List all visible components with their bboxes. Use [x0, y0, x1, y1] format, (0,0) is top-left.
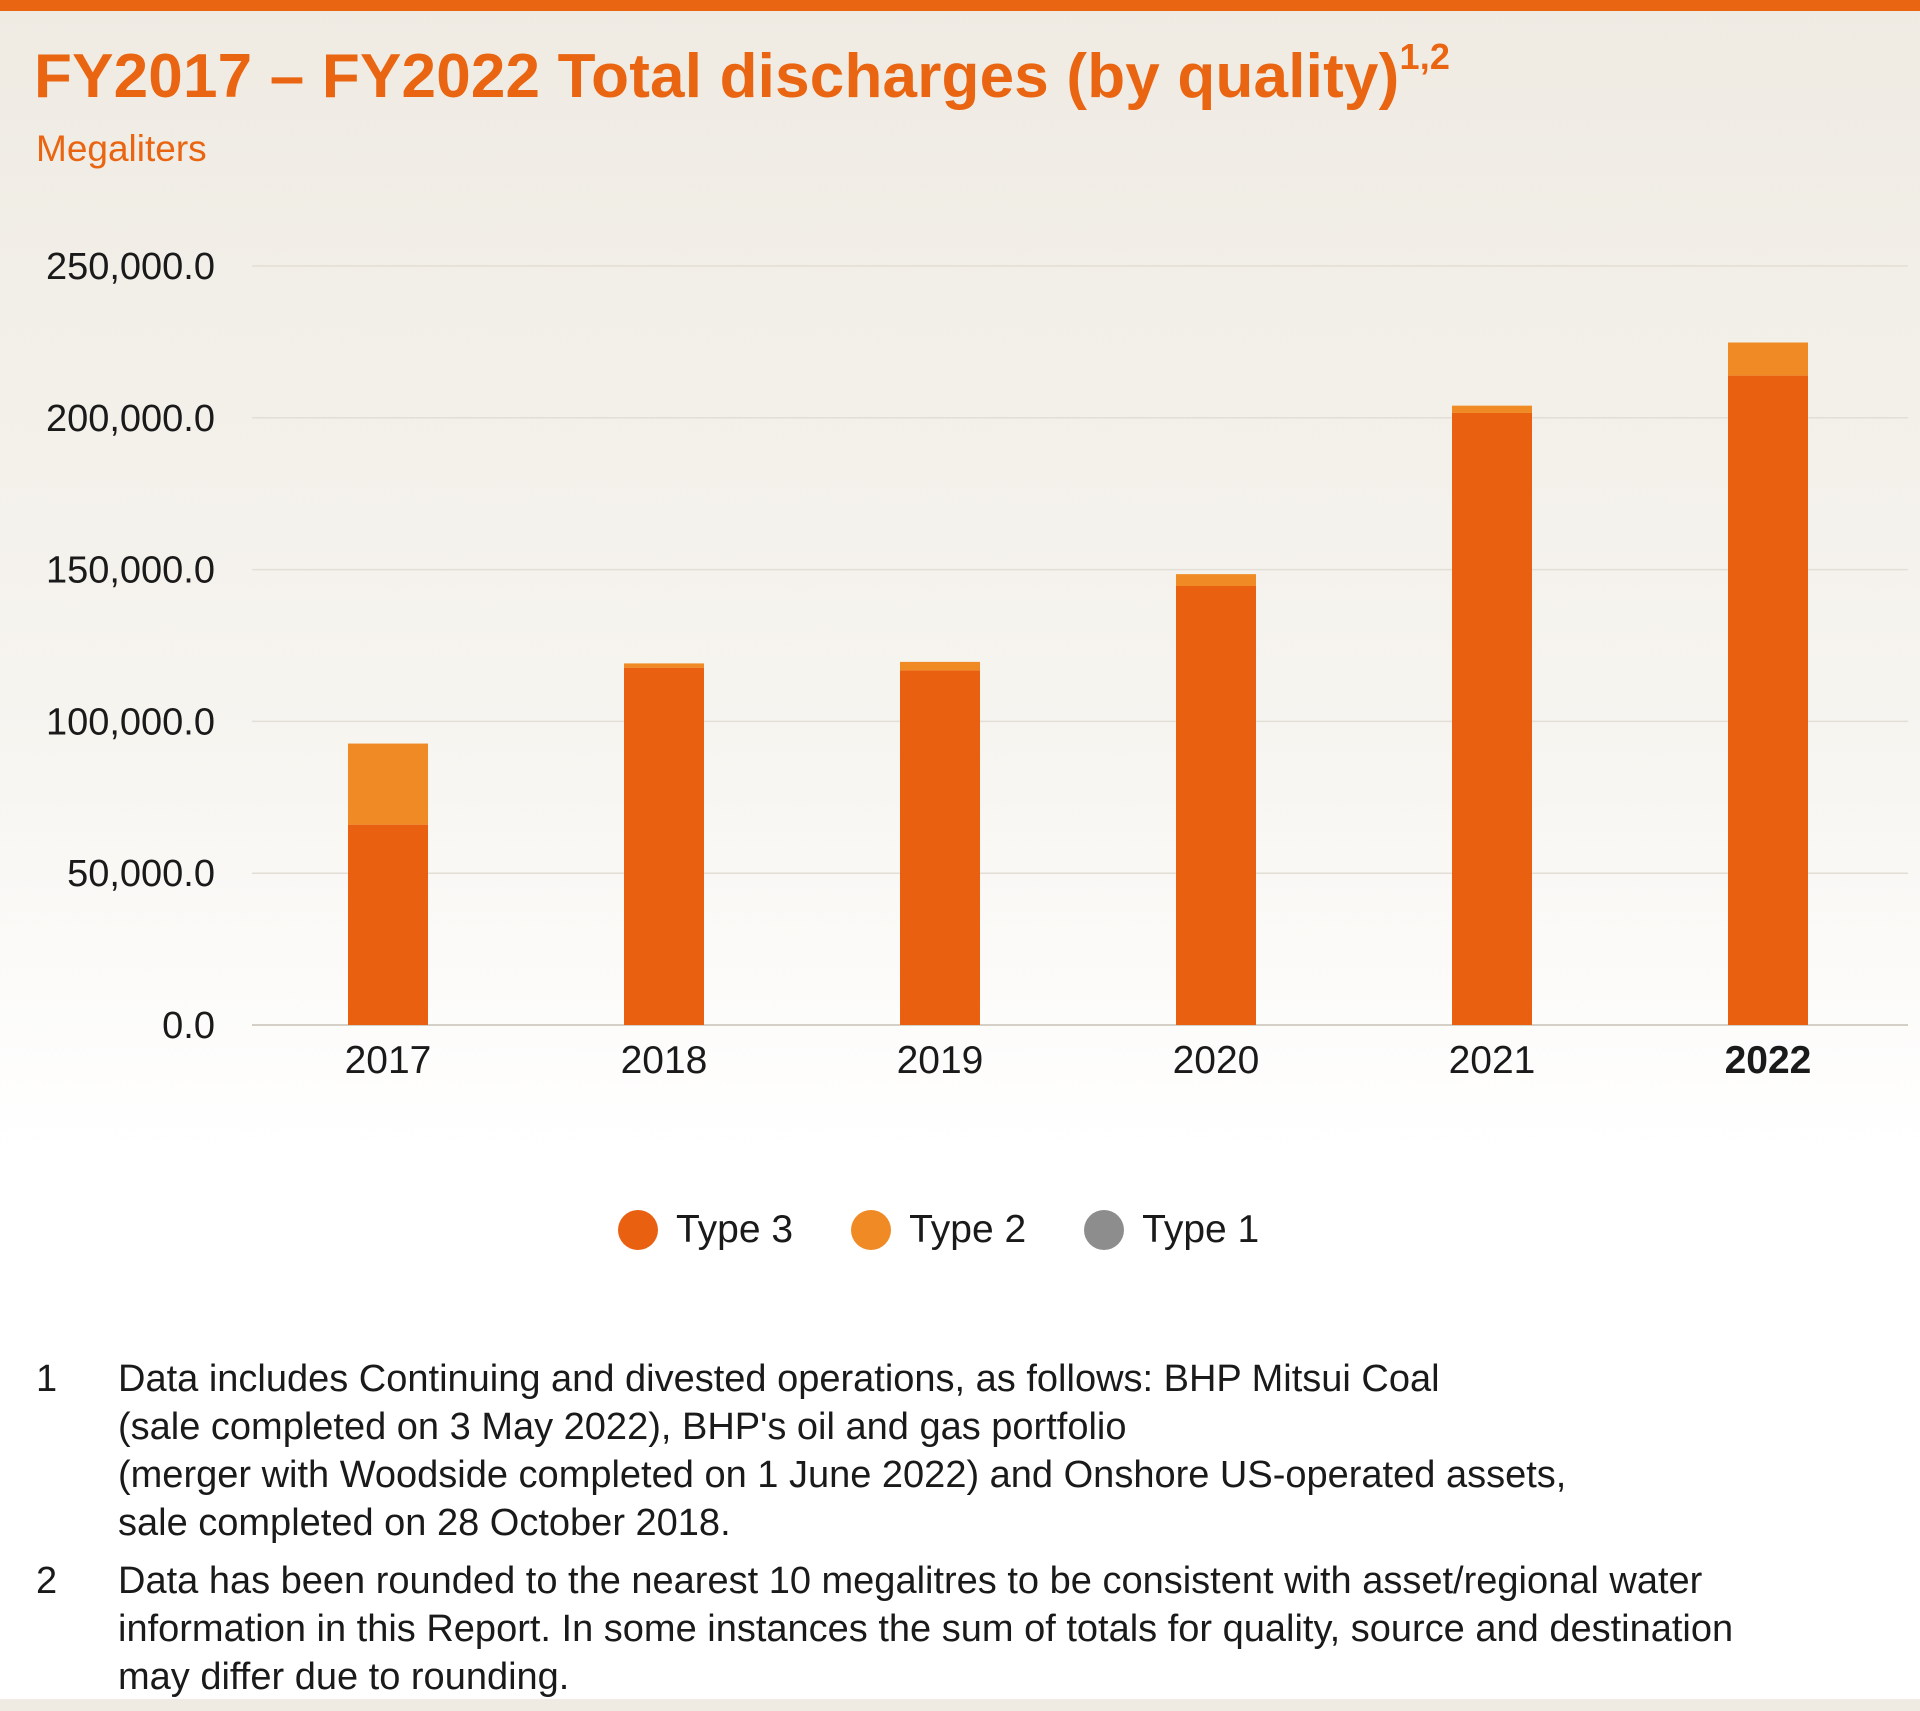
legend-label: Type 1 — [1142, 1208, 1260, 1251]
footnotes: 1 Data includes Continuing and divested o… — [36, 1355, 1896, 1711]
bar-type-2 — [1452, 405, 1532, 413]
footnote-text: Data has been rounded to the nearest 10 … — [118, 1557, 1878, 1701]
bar-type-3 — [1452, 412, 1532, 1026]
bar-type-3 — [1176, 585, 1256, 1025]
footnote-number: 1 — [36, 1358, 58, 1400]
footnote-line: information in this Report. In some inst… — [118, 1608, 1734, 1650]
y-tick-label: 200,000.0 — [46, 398, 215, 440]
y-tick-label: 0.0 — [162, 1005, 215, 1047]
top-accent-rule — [0, 0, 1920, 11]
legend-swatch — [851, 1210, 892, 1250]
legend-item-type-1: Type 1 — [1084, 1208, 1259, 1252]
x-tick-label: 2018 — [621, 1039, 708, 1082]
chart-title: FY2017 – FY2022 Total discharges (by qua… — [34, 36, 1450, 112]
bars — [348, 342, 1808, 1026]
bar-type-3 — [1728, 375, 1808, 1025]
y-tick-label: 100,000.0 — [46, 701, 215, 743]
footnote-number: 2 — [36, 1560, 58, 1602]
bar-type-3 — [900, 670, 980, 1025]
x-tick-label: 2022 — [1725, 1039, 1812, 1082]
footnote-2: 2 Data has been rounded to the nearest 10… — [36, 1557, 1896, 1701]
legend-swatch — [1084, 1210, 1125, 1250]
x-tick-label: 2019 — [897, 1039, 984, 1082]
x-tick-label: 2020 — [1173, 1039, 1260, 1082]
footnote-text: Data includes Continuing and divested op… — [118, 1355, 1878, 1547]
legend-item-type-2: Type 2 — [851, 1208, 1026, 1252]
footnote-line: may differ due to rounding. — [118, 1656, 570, 1698]
y-tick-label: 250,000.0 — [46, 246, 215, 288]
footnote-line: (sale completed on 3 May 2022), BHP's oi… — [118, 1406, 1127, 1448]
legend-item-type-3: Type 3 — [618, 1208, 793, 1252]
legend-swatch — [618, 1210, 658, 1250]
bar-type-3 — [348, 824, 428, 1025]
bar-chart: 0.0 50,000.0 100,000.0 150,000.0 200,000.0 25… — [46, 246, 1908, 1082]
y-axis-tick-labels: 0.0 50,000.0 100,000.0 150,000.0 200,000.0 25… — [46, 246, 215, 1047]
footnote-1: 1 Data includes Continuing and divested o… — [36, 1355, 1896, 1547]
footnote-line: (merger with Woodside completed on 1 Jun… — [118, 1454, 1567, 1496]
bar-type-2 — [900, 661, 980, 671]
bar-type-2 — [1728, 342, 1808, 376]
footnote-line: sale completed on 28 October 2018. — [118, 1502, 731, 1544]
bar-type-2 — [624, 663, 704, 668]
chart-legend: Type 3 Type 2 Type 1 — [618, 1205, 1317, 1255]
chart-unit-label: Megaliters — [36, 128, 207, 169]
bar-type-3 — [624, 667, 704, 1025]
x-axis-tick-labels: 2017 2018 2019 2020 2021 2022 — [345, 1039, 1812, 1082]
footnote-line: Data includes Continuing and divested op… — [118, 1358, 1440, 1400]
x-tick-label: 2021 — [1449, 1039, 1536, 1082]
gridlines — [252, 265, 1908, 1026]
y-tick-label: 50,000.0 — [67, 853, 215, 895]
bar-type-2 — [1176, 574, 1256, 586]
legend-label: Type 2 — [909, 1208, 1027, 1251]
y-tick-label: 150,000.0 — [46, 550, 215, 592]
legend-label: Type 3 — [676, 1208, 794, 1251]
x-tick-label: 2017 — [345, 1039, 432, 1082]
bar-type-2 — [348, 743, 428, 825]
title-footnote-ref: 1,2 — [1399, 36, 1451, 77]
chart-title-text: FY2017 – FY2022 Total discharges (by qua… — [34, 42, 1400, 111]
footnote-line: Data has been rounded to the nearest 10 … — [118, 1560, 1703, 1602]
